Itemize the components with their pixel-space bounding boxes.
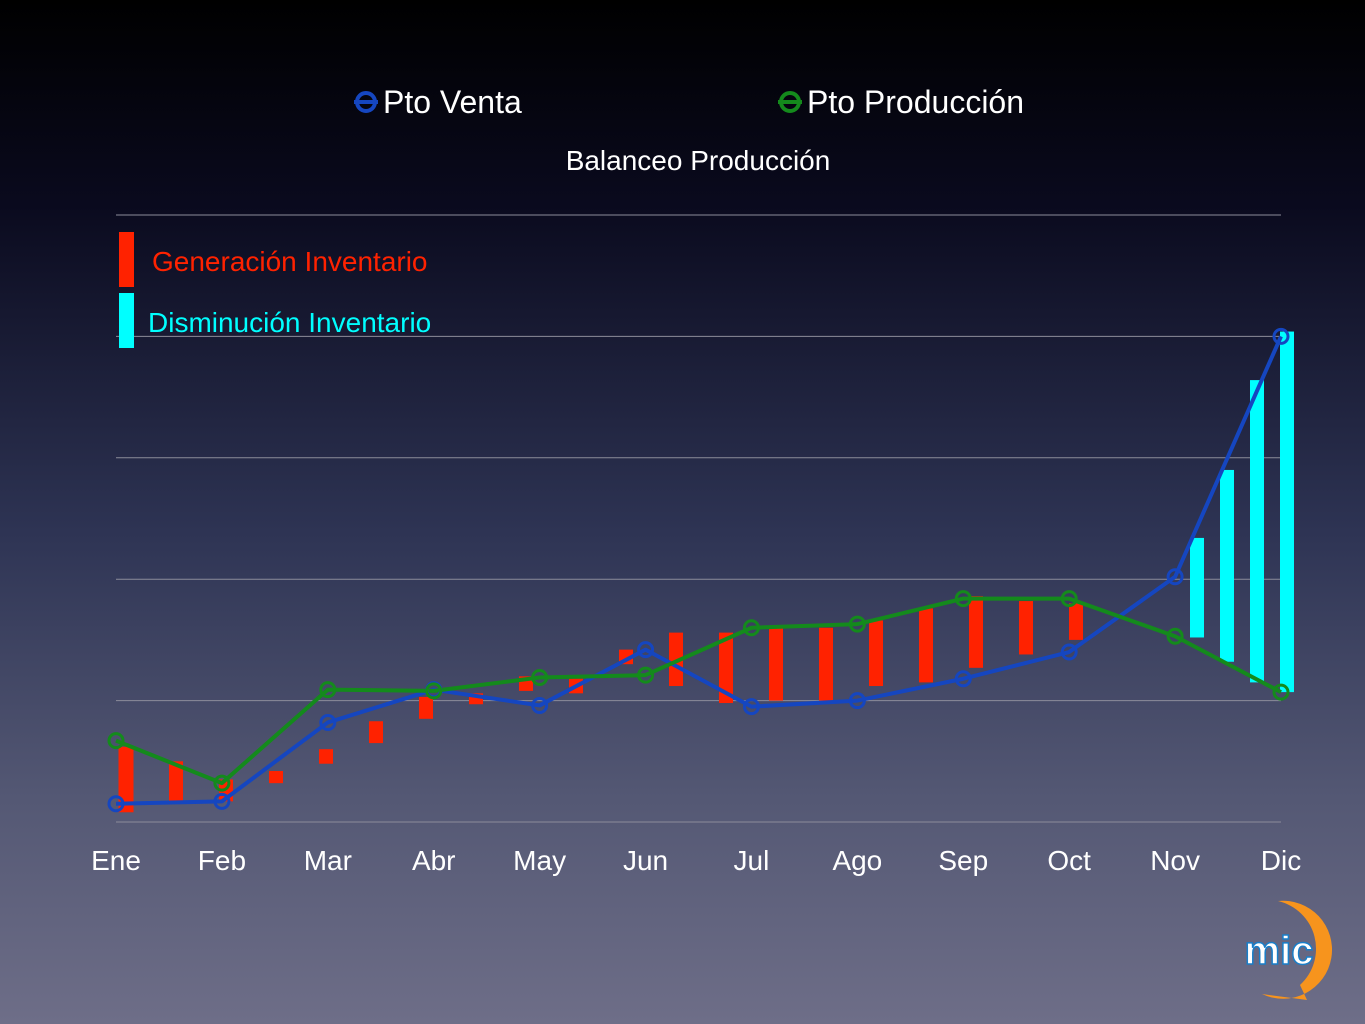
logo-text: mic [1245, 929, 1314, 973]
series-line-pto-produccion [115, 596, 1282, 786]
inventory-increase-bar [719, 632, 733, 704]
inventory-increase-bar [369, 721, 383, 744]
inventory-increase-bar [118, 746, 134, 813]
inventory-increase-bar [469, 693, 483, 705]
inventory-increase-bar [169, 761, 183, 802]
mic-logo: mic [1244, 900, 1333, 1000]
inventory-decrease-bar [1250, 380, 1264, 683]
series-lines [115, 335, 1283, 806]
x-tick-label: Ene [91, 845, 141, 876]
inventory-increase-bar [769, 627, 783, 701]
x-tick-label: Jun [623, 845, 668, 876]
series-markers [107, 327, 1290, 813]
legend-item-pto-produccion: Pto Producción [778, 84, 1024, 120]
data-point-pto-produccion [107, 732, 125, 750]
x-axis-tick-labels: Ene Feb Mar Abr May Jun Jul Ago Sep Oct Nov Dic [91, 845, 1301, 876]
data-point-pto-venta [1166, 568, 1184, 586]
x-tick-label: Ago [832, 845, 882, 876]
data-point-pto-venta [1272, 327, 1290, 345]
x-tick-label: Dic [1261, 845, 1301, 876]
inventory-decrease-bar [1220, 469, 1234, 662]
data-point-pto-venta [954, 670, 972, 688]
x-tick-label: Jul [734, 845, 770, 876]
inventory-increase-bar [869, 620, 883, 687]
data-point-pto-venta [107, 795, 125, 813]
data-point-pto-venta [742, 698, 760, 716]
data-point-pto-produccion [425, 682, 443, 700]
data-point-pto-produccion [637, 666, 655, 684]
data-point-pto-produccion [531, 669, 549, 687]
inventory-decrease-bar [1190, 537, 1204, 638]
data-point-pto-produccion [848, 615, 866, 633]
data-point-pto-produccion [954, 590, 972, 608]
x-tick-label: May [513, 845, 566, 876]
x-tick-label: Abr [412, 845, 456, 876]
data-point-pto-produccion [1166, 627, 1184, 645]
inventory-decrease-bar [1280, 331, 1294, 693]
inventory-increase-bar [419, 696, 433, 719]
chart-title: Balanceo Producción [566, 145, 831, 176]
inventory-increase-bar [1069, 603, 1083, 640]
data-point-pto-venta [319, 713, 337, 731]
data-point-pto-produccion [742, 619, 760, 637]
data-point-pto-venta [531, 696, 549, 714]
data-point-pto-venta [1060, 643, 1078, 661]
legend: Pto Venta Pto Producción [354, 84, 1024, 120]
data-point-pto-produccion [1060, 590, 1078, 608]
inventory-increase-bar [969, 596, 983, 668]
data-point-pto-produccion [1272, 683, 1290, 701]
data-point-pto-venta [213, 792, 231, 810]
inventory-increase-bar [1019, 601, 1033, 655]
inventory-increase-bar [269, 771, 283, 784]
legend-label-pto-venta: Pto Venta [383, 84, 522, 120]
x-tick-label: Oct [1047, 845, 1091, 876]
data-point-pto-venta [637, 641, 655, 659]
series-line-pto-venta [115, 335, 1283, 806]
data-point-pto-produccion [319, 681, 337, 699]
legend-label-pto-produccion: Pto Producción [807, 84, 1024, 120]
logo-bubble [1262, 900, 1333, 1000]
data-point-pto-produccion [213, 774, 231, 792]
decrease-legend-swatch [119, 293, 134, 348]
increase-legend-swatch [119, 232, 134, 287]
inventory-increase-bar [819, 627, 833, 701]
inventory-bars [118, 331, 1294, 813]
x-tick-label: Feb [198, 845, 246, 876]
increase-legend-label: Generación Inventario [152, 246, 428, 277]
decrease-legend-label: Disminución Inventario [148, 307, 431, 338]
inventory-legend: Generación Inventario Disminución Invent… [119, 232, 431, 348]
inventory-increase-bar [919, 608, 933, 683]
gridlines [116, 214, 1281, 823]
x-tick-label: Mar [304, 845, 352, 876]
x-tick-label: Nov [1150, 845, 1200, 876]
inventory-increase-bar [319, 749, 333, 764]
data-point-pto-venta [848, 692, 866, 710]
x-tick-label: Sep [938, 845, 988, 876]
legend-item-pto-venta: Pto Venta [354, 84, 522, 120]
